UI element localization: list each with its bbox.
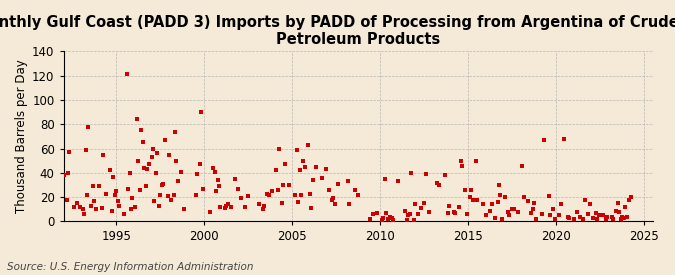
Text: Source: U.S. Energy Information Administration: Source: U.S. Energy Information Administ… [7,262,253,272]
Title: Monthly Gulf Coast (PADD 3) Imports by PADD of Processing from Argentina of Crud: Monthly Gulf Coast (PADD 3) Imports by P… [0,15,675,47]
Y-axis label: Thousand Barrels per Day: Thousand Barrels per Day [15,59,28,213]
